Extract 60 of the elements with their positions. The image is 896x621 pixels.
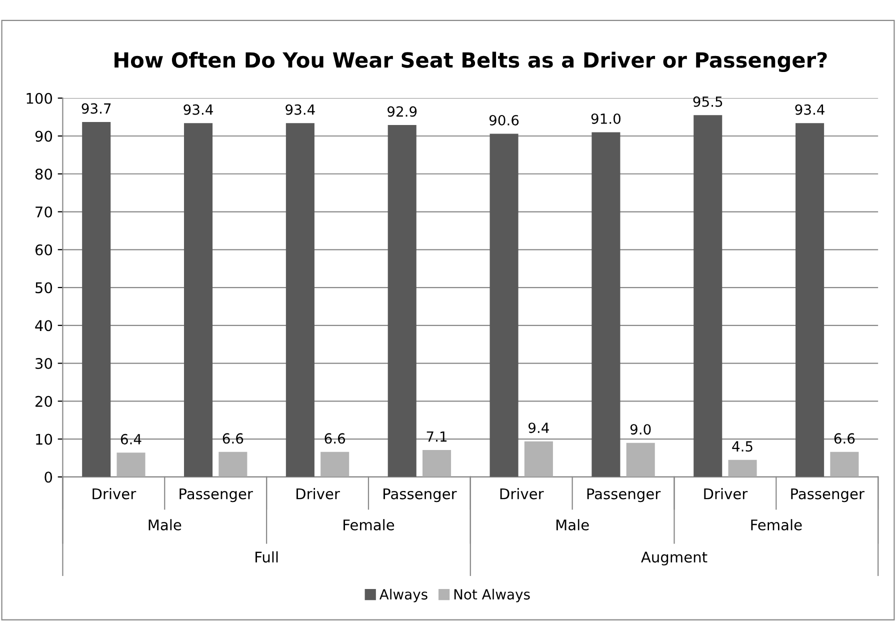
y-tick-label: 40 — [35, 320, 52, 332]
text: Male — [556, 519, 589, 530]
data-label: 4.5 — [732, 441, 752, 452]
data-label: 6.4 — [120, 434, 142, 444]
bar — [694, 115, 722, 477]
bar — [830, 452, 859, 477]
x-tick-label: Driver — [296, 488, 340, 500]
bar — [320, 452, 350, 477]
y-tick-label: 80 — [35, 168, 52, 180]
x-tick-label: Passenger — [791, 488, 864, 502]
data-label: 93.4 — [795, 104, 824, 115]
y-tick-label: 10 — [36, 434, 52, 445]
text: Female — [751, 519, 802, 530]
data-label: 9.4 — [528, 422, 549, 434]
text: Male — [148, 519, 182, 530]
y-tick-label: 100 — [26, 92, 52, 104]
bar — [82, 122, 111, 477]
legend-label: Always — [379, 588, 428, 602]
bar — [524, 441, 553, 477]
data-label: 6.6 — [834, 433, 855, 444]
text: Augment — [641, 552, 708, 566]
x-tick-label: Passenger — [180, 488, 253, 502]
x-tick-label: Passenger — [384, 488, 457, 502]
y-tick-label: 90 — [35, 130, 52, 142]
y-tick-label: 30 — [36, 358, 52, 370]
bar — [286, 123, 314, 477]
data-label: 92.9 — [388, 106, 417, 117]
bar — [388, 125, 416, 477]
x-tick-label: Driver — [500, 488, 544, 500]
x-tick-label: Driver — [704, 488, 748, 500]
data-label: 90.6 — [489, 114, 519, 126]
bar — [728, 460, 757, 477]
data-label: 6.6 — [222, 433, 244, 444]
y-tick-label: 0 — [44, 472, 52, 483]
bar — [422, 450, 452, 477]
x-tick-label: Driver — [92, 488, 136, 500]
legend-label: Not Always — [454, 588, 530, 602]
text: Female — [344, 519, 394, 530]
chart-title: How Often Do You Wear Seat Belts as a Driver or Passenger? — [114, 52, 827, 72]
y-tick-label: 60 — [35, 244, 52, 256]
bar — [184, 123, 213, 477]
bar — [490, 134, 518, 477]
data-label: 93.4 — [184, 104, 213, 115]
data-label: 9.0 — [630, 424, 651, 435]
data-label: 95.5 — [693, 96, 722, 107]
data-label: 93.4 — [286, 104, 315, 115]
y-tick-label: 20 — [36, 396, 52, 407]
data-label: 91.0 — [591, 113, 620, 124]
y-tick-label: 50 — [36, 282, 52, 294]
data-label: 7.1 — [426, 431, 447, 442]
bar — [592, 132, 620, 477]
bar — [796, 123, 824, 477]
y-tick-label: 70 — [36, 206, 52, 218]
bar — [626, 442, 655, 477]
text: Full — [256, 551, 278, 563]
bar — [116, 452, 146, 477]
x-tick-label: Passenger — [587, 488, 661, 502]
data-label: 6.6 — [324, 433, 346, 444]
data-label: 93.7 — [82, 103, 111, 114]
bar — [218, 452, 248, 477]
